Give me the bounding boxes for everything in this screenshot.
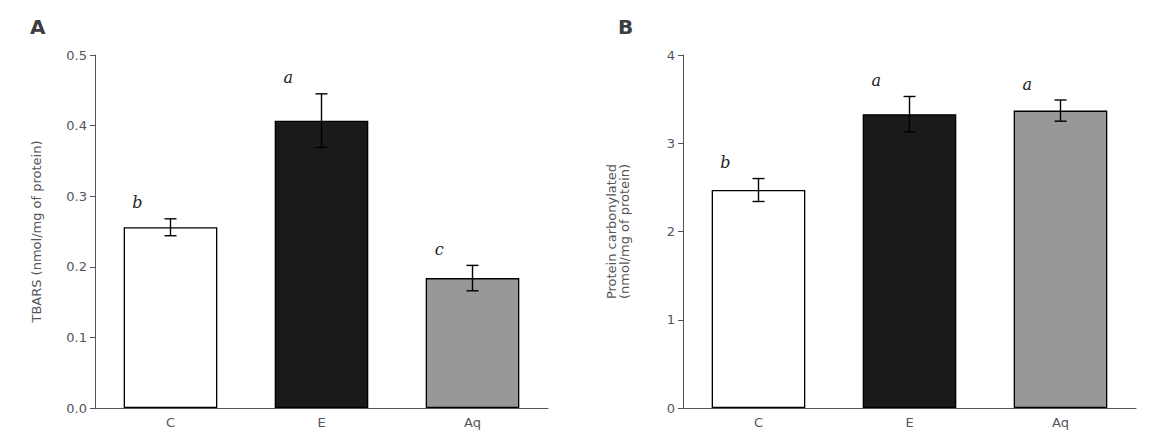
svg-text:0.5: 0.5: [66, 48, 87, 63]
svg-text:E: E: [905, 415, 913, 430]
svg-text:1: 1: [667, 312, 675, 327]
svg-text:Protein carbonylated: Protein carbonylated: [604, 163, 619, 300]
svg-text:(nmol/mg of protein): (nmol/mg of protein): [617, 164, 632, 299]
svg-text:b: b: [132, 193, 142, 212]
svg-text:2: 2: [667, 224, 675, 239]
svg-text:a: a: [284, 68, 294, 87]
svg-text:0.4: 0.4: [66, 118, 87, 133]
svg-text:Aq: Aq: [464, 415, 481, 430]
svg-text:B: B: [618, 15, 633, 39]
svg-text:TBARS (nmol/mg of protein): TBARS (nmol/mg of protein): [29, 140, 44, 323]
svg-text:3: 3: [667, 136, 675, 151]
svg-text:0.2: 0.2: [66, 259, 87, 274]
svg-text:0: 0: [667, 401, 675, 416]
svg-text:b: b: [720, 153, 730, 172]
svg-text:0.1: 0.1: [66, 330, 87, 345]
svg-text:C: C: [166, 415, 175, 430]
svg-text:Aq: Aq: [1052, 415, 1069, 430]
svg-text:0.0: 0.0: [66, 401, 87, 416]
svg-text:c: c: [435, 240, 444, 259]
svg-text:a: a: [872, 71, 882, 90]
svg-text:4: 4: [667, 48, 675, 63]
svg-text:E: E: [317, 415, 325, 430]
svg-text:A: A: [30, 15, 46, 39]
svg-text:a: a: [1023, 75, 1033, 94]
svg-text:C: C: [754, 415, 763, 430]
svg-text:0.3: 0.3: [66, 189, 87, 204]
